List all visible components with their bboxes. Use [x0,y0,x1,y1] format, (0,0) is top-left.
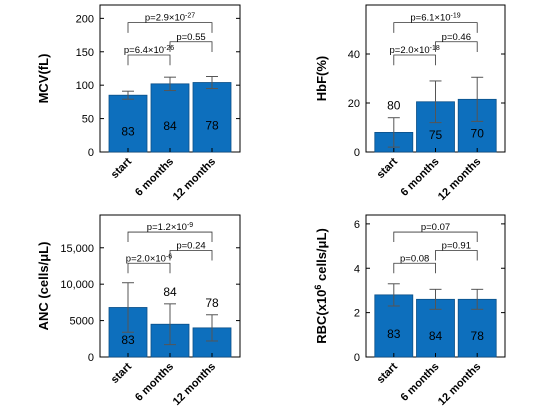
y-axis-label: MCV(fL) [36,54,51,104]
significance-bracket [435,250,478,261]
x-category-label: start [375,360,401,386]
p-value-label: p=6.1×10-19 [410,12,460,24]
bar-value-label: 84 [163,119,177,133]
p-value-label: p=0.24 [176,241,205,252]
bar-12-months [192,82,232,153]
y-tick-label: 10,000 [60,279,94,291]
significance-bracket [393,262,436,274]
significance-bracket [127,22,213,33]
y-axis-label: ANC (cells/μL) [36,242,51,331]
x-category-label: 6 months [133,156,176,199]
y-tick-label: 0 [88,147,94,159]
y-tick-label: 4 [354,263,360,275]
significance-bracket [169,41,213,53]
chart-panel-3: 0 5000 10,000 15,000 ANC (cells/μL) 83 start 84… [36,214,241,408]
bar-value-label: 78 [205,118,219,132]
x-category-label: 6 months [399,156,442,199]
significance-bracket [127,262,171,274]
bar-value-label: 83 [121,333,135,347]
x-category-label: 6 months [133,361,176,404]
p-value-label: p=0.55 [176,32,205,43]
x-category-label: start [109,360,135,386]
significance-bracket [169,250,213,261]
bar-value-label: 78 [205,296,219,310]
significance-bracket [127,231,213,242]
y-tick-label: 6 [354,219,360,231]
y-tick-label: 0 [88,352,94,364]
y-axis-label: HbF(%) [314,56,329,102]
p-value-label: p=2.0×10-18 [390,44,440,56]
y-tick-label: 2 [354,308,360,320]
x-category-label: start [109,155,135,181]
bar-value-label: 84 [429,329,443,343]
bar-value-label: 75 [429,128,443,142]
p-value-label: p=0.46 [442,32,471,43]
p-value-label: p=2.0×10-6 [126,253,172,265]
significance-bracket [393,54,436,66]
x-category-label: 12 months [436,361,483,408]
p-value-label: p=0.07 [421,222,450,233]
y-tick-label: 200 [76,13,94,25]
chart-panel-1: 0 50 100 150 200 MCV(fL) 83 start 84 6 months 78 12… [36,4,241,203]
x-category-label: 6 months [399,361,442,404]
p-value-label: p=2.9×10-27 [145,12,195,24]
chart-panel-2: 0 20 40 HbF(%) 80 start 75 6 months 70 12 months p… [314,4,506,203]
y-tick-label: 150 [76,47,94,59]
y-tick-label: 100 [76,80,94,92]
p-value-label: p=6.4×10-26 [124,44,174,56]
bar-start [108,94,148,153]
x-category-label: start [375,155,401,181]
bar-value-label: 80 [387,99,401,113]
bar-value-label: 78 [471,329,485,343]
significance-bracket [435,41,478,53]
chart-panel-4: 0 2 4 6 RBC(x106 cells/μL) 83 start 84 6 months 7… [313,214,506,408]
y-tick-label: 0 [354,147,360,159]
x-category-label: 12 months [436,156,483,203]
y-tick-label: 20 [348,98,360,110]
p-value-label: p=0.08 [400,253,429,264]
significance-bracket [393,231,478,242]
y-tick-label: 0 [354,352,360,364]
y-tick-label: 50 [82,114,94,126]
x-category-label: 12 months [171,156,218,203]
y-axis-label: RBC(x106 cells/μL) [313,228,329,344]
bar-value-label: 83 [387,327,401,341]
bar-value-label: 70 [471,127,485,141]
bar-6-months [150,83,190,153]
significance-bracket [393,22,478,33]
significance-bracket [127,54,171,66]
x-category-label: 12 months [171,361,218,408]
p-value-label: p=1.2×10-9 [147,222,193,234]
bar-value-label: 83 [121,125,135,139]
y-tick-label: 5000 [70,316,94,328]
y-tick-label: 15,000 [60,243,94,255]
bar-value-label: 84 [163,285,177,299]
y-tick-label: 40 [348,49,360,61]
p-value-label: p=0.91 [442,241,471,252]
